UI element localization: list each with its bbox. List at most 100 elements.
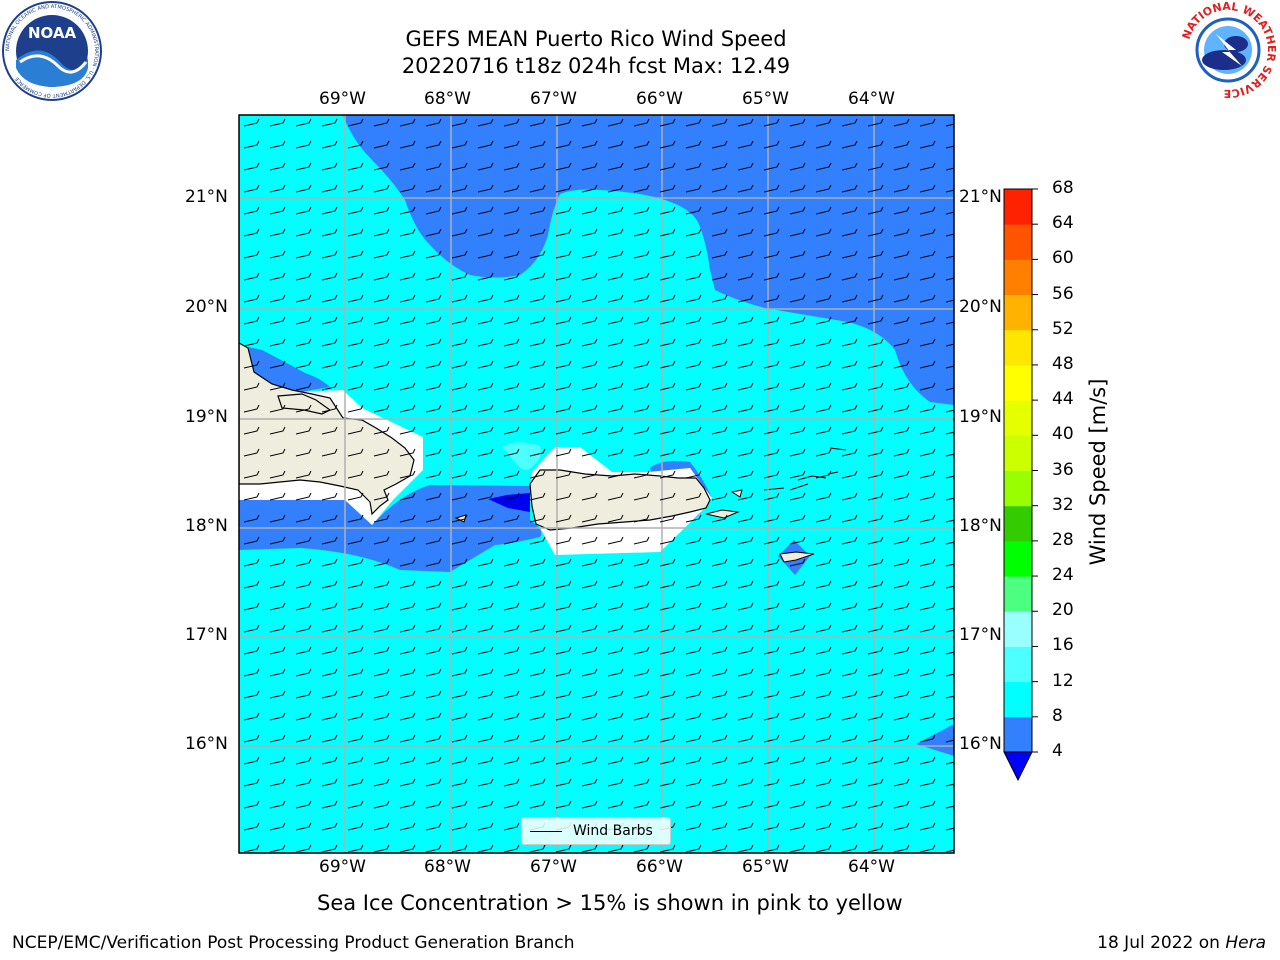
wind-barb <box>659 558 676 567</box>
wind-barb <box>243 162 260 171</box>
wind-barb <box>243 338 260 347</box>
wind-barb <box>269 624 286 633</box>
wind-barb <box>711 734 728 743</box>
lat-tick-right: 19°N <box>959 407 1002 427</box>
lat-tick-right: 16°N <box>959 734 1002 754</box>
colorbar-bin <box>1004 329 1032 366</box>
wind-barb <box>737 162 754 171</box>
wind-barb <box>399 426 416 435</box>
wind-barb <box>607 514 624 523</box>
wind-barb <box>529 580 546 589</box>
wind-barb <box>815 228 832 237</box>
wind-barb <box>503 624 520 633</box>
wind-barb <box>945 585 954 589</box>
wind-barb <box>451 470 468 479</box>
wind-barb <box>685 778 702 787</box>
wind-barb <box>295 316 312 325</box>
wind-barb <box>555 338 572 347</box>
colorbar-tick-label: 20 <box>1052 600 1074 621</box>
wind-barb <box>659 668 676 677</box>
wind-barb <box>737 580 754 589</box>
wind-barb <box>633 162 650 171</box>
hispaniola-cape <box>277 393 332 415</box>
wind-barb <box>269 822 286 831</box>
wind-barb <box>737 558 754 567</box>
wind-barb <box>867 162 884 171</box>
wind-barb <box>399 668 416 677</box>
wind-barb <box>893 294 910 303</box>
wind-barb <box>347 294 364 303</box>
wind-barb <box>685 448 702 457</box>
wind-barb <box>659 712 676 721</box>
wind-barb <box>945 849 954 853</box>
colorbar-bin <box>1004 681 1032 718</box>
wind-barb <box>555 382 572 391</box>
wind-barb <box>945 453 954 457</box>
wind-barb <box>555 624 572 633</box>
wind-barb <box>477 118 494 127</box>
wind-barb <box>295 756 312 765</box>
wind-barb <box>841 316 858 325</box>
lon-tick-bottom: 67°W <box>530 857 577 877</box>
wind-barb <box>451 800 468 809</box>
wind-barb <box>269 140 286 149</box>
wind-barb <box>399 536 416 545</box>
wind-barb <box>737 382 754 391</box>
wind-barbs <box>243 118 954 853</box>
wind-barb <box>867 338 884 347</box>
wind-barb <box>867 646 884 655</box>
wind-barb <box>841 360 858 369</box>
wind-barb <box>893 668 910 677</box>
wind-barb <box>763 338 780 347</box>
wind-barb <box>945 563 954 567</box>
wind-barb <box>919 646 936 655</box>
wind-barb <box>815 206 832 215</box>
wind-barb <box>789 404 806 413</box>
wind-barb <box>555 668 572 677</box>
wind-barb <box>763 822 780 831</box>
wind-barb <box>581 844 598 853</box>
wind-barb <box>841 448 858 457</box>
wind-barb <box>581 536 598 545</box>
wind-barb <box>815 184 832 193</box>
wind-barb <box>529 646 546 655</box>
wind-barb <box>841 756 858 765</box>
wind-barb <box>763 492 780 501</box>
wind-barb <box>633 426 650 435</box>
wind-barb <box>347 734 364 743</box>
lon-tick-top: 69°W <box>319 89 366 109</box>
wind-barb <box>893 646 910 655</box>
wind-barb <box>321 756 338 765</box>
wind-barb <box>685 844 702 853</box>
wind-barb <box>295 844 312 853</box>
wind-barb <box>451 712 468 721</box>
wind-barb <box>529 690 546 699</box>
wind-barb <box>919 250 936 259</box>
wind-barb <box>867 206 884 215</box>
wind-barb <box>477 778 494 787</box>
wind-barb <box>789 580 806 589</box>
wind-barb <box>711 470 728 479</box>
wind-barb <box>295 360 312 369</box>
wind-barb <box>373 338 390 347</box>
wind-barb <box>815 338 832 347</box>
wind-barb <box>685 602 702 611</box>
wind-barb <box>659 294 676 303</box>
wind-barb <box>243 800 260 809</box>
wind-barb-legend-line <box>530 831 562 832</box>
wind-barb <box>295 228 312 237</box>
wind-barb <box>685 492 702 501</box>
wind-barb <box>737 250 754 259</box>
wind-barb <box>347 800 364 809</box>
wind-barb <box>425 272 442 281</box>
wind-barb <box>399 580 416 589</box>
wind-barb <box>347 360 364 369</box>
wind-barb <box>503 228 520 237</box>
wind-barb <box>945 255 954 259</box>
wind-barb <box>581 404 598 413</box>
wind-barb <box>841 294 858 303</box>
wind-barb <box>945 695 954 699</box>
wind-barb <box>529 844 546 853</box>
wind-barb <box>555 646 572 655</box>
wind-barb <box>581 690 598 699</box>
